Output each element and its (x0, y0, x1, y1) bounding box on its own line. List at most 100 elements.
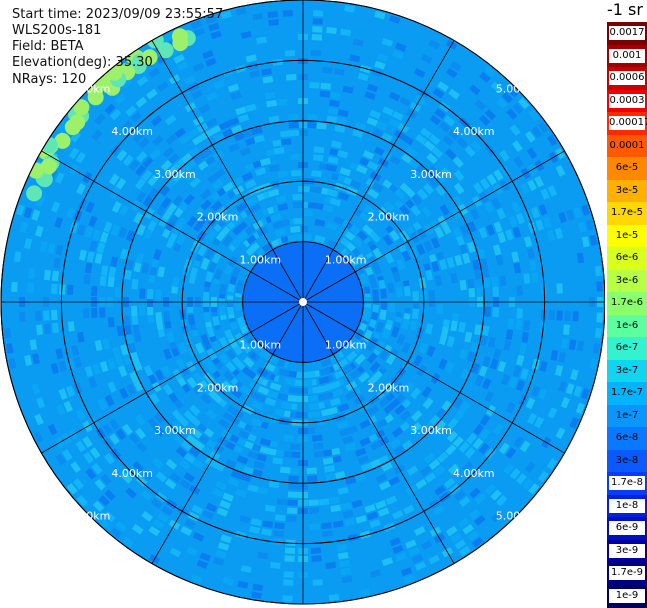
gate-cell (354, 353, 366, 365)
gate-cell (94, 113, 106, 126)
gate-cell (276, 219, 288, 228)
gate-cell (88, 215, 98, 228)
gate-cell (467, 221, 477, 233)
gate-cell (250, 518, 262, 527)
gate-cell (292, 201, 304, 209)
gate-cell (247, 62, 259, 71)
gate-cell (340, 567, 352, 576)
gate-cell (59, 284, 66, 295)
gate-cell (459, 224, 470, 236)
edge-patch (73, 99, 90, 116)
gate-cell (453, 409, 465, 422)
gate-cell (378, 396, 390, 408)
gate-cell (288, 475, 299, 483)
gate-cell (200, 199, 212, 211)
gate-cell (179, 459, 191, 470)
gate-cell (459, 348, 469, 360)
gate-cell (458, 496, 471, 508)
gate-cell (152, 457, 164, 469)
gate-cell (97, 398, 108, 410)
gate-cell (273, 147, 285, 155)
elevation-label: Elevation(deg): 35.30 (12, 55, 153, 70)
gate-cell (210, 30, 222, 40)
ring-label-5km: 5.00km (496, 510, 538, 523)
gate-cell (428, 458, 441, 470)
gate-cell (249, 525, 261, 534)
gate-cell (286, 515, 297, 522)
gate-cell (404, 382, 415, 394)
gate-cell (221, 380, 234, 392)
gate-cell (377, 454, 390, 465)
gate-cell (490, 489, 502, 501)
gate-cell (179, 134, 191, 145)
gate-cell (558, 380, 567, 393)
gate-cell (247, 450, 259, 460)
gate-cell (531, 358, 540, 371)
gate-cell (319, 90, 331, 98)
gate-cell (325, 473, 337, 481)
gate-cell (560, 338, 569, 349)
gate-cell (237, 580, 249, 589)
gate-cell (202, 291, 210, 303)
gate-cell (349, 179, 362, 189)
gate-cell (51, 270, 59, 282)
gate-cell (479, 114, 491, 126)
gate-cell (219, 353, 230, 365)
gate-cell (388, 476, 401, 487)
gate-cell (367, 404, 380, 416)
gate-cell (312, 26, 323, 33)
range-ring-labels: 1.00km 1.00km 1.00km 1.00km 2.00km 2.00km 2.00… (69, 83, 538, 523)
gate-cell (240, 31, 252, 39)
gate-cell (575, 402, 585, 415)
gate-cell (480, 257, 488, 270)
gate-cell (133, 380, 144, 392)
gate-cell (519, 440, 531, 453)
gate-cell (122, 154, 134, 167)
gate-cell (267, 389, 279, 399)
gate-cell (213, 79, 226, 90)
gate-cell (440, 400, 452, 412)
gate-cell (192, 62, 205, 72)
gate-cell (375, 473, 388, 484)
gate-cell (253, 134, 265, 143)
gate-cell (219, 225, 231, 238)
gate-cell (224, 329, 234, 341)
ring-label-2km: 2.00km (197, 211, 239, 224)
gate-cell (349, 368, 362, 380)
gate-cell (540, 309, 547, 320)
gate-cell (186, 376, 198, 389)
gate-cell (547, 407, 558, 419)
gate-cell (469, 342, 479, 354)
gate-cell (333, 369, 346, 380)
gate-cell (226, 404, 239, 416)
gate-cell (33, 430, 44, 443)
gate-cell (231, 355, 243, 368)
gate-cell (496, 495, 508, 507)
gate-cell (275, 195, 287, 204)
gate-cell (467, 279, 475, 290)
gate-cell (252, 583, 264, 592)
gate-cell (312, 434, 323, 442)
gate-cell (261, 528, 273, 536)
ring-label-1km: 1.00km (325, 253, 367, 266)
gate-cell (89, 240, 98, 252)
gate-cell (310, 50, 322, 57)
gate-cell (312, 154, 324, 162)
gate-cell (235, 201, 248, 213)
gate-cell (269, 382, 282, 391)
gate-cell (446, 335, 455, 348)
gate-cell (143, 227, 154, 240)
gate-cell (452, 396, 464, 409)
gate-cell (234, 530, 247, 539)
ring-label-2km: 2.00km (197, 381, 239, 394)
gate-cell (280, 130, 291, 138)
gate-cell (164, 478, 177, 490)
gate-cell (440, 167, 452, 179)
gate-cell (200, 333, 210, 346)
gate-cell (136, 151, 148, 163)
gate-cell (244, 224, 257, 236)
gate-cell (262, 520, 274, 528)
gate-cell (482, 355, 491, 368)
gate-cell (205, 15, 217, 24)
gate-cell (133, 331, 142, 343)
